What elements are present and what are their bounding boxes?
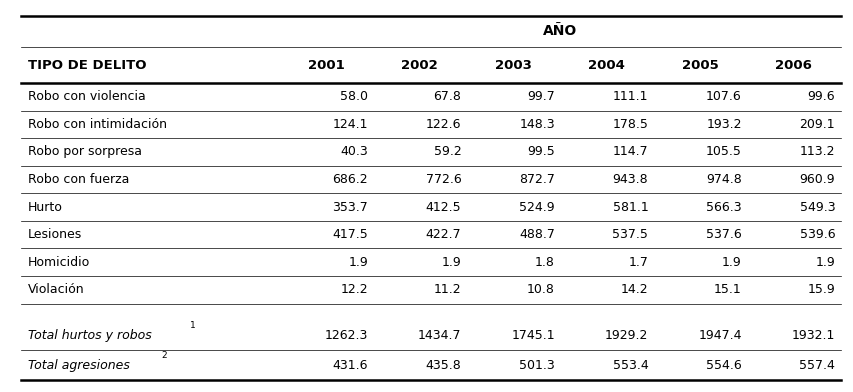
- Text: 10.8: 10.8: [526, 283, 554, 296]
- Text: 1.9: 1.9: [441, 256, 461, 269]
- Text: 412.5: 412.5: [426, 201, 461, 214]
- Text: 40.3: 40.3: [339, 145, 368, 158]
- Text: 566.3: 566.3: [705, 201, 741, 214]
- Text: 686.2: 686.2: [332, 173, 368, 186]
- Text: 872.7: 872.7: [519, 173, 554, 186]
- Text: Homicidio: Homicidio: [28, 256, 90, 269]
- Text: 114.7: 114.7: [612, 145, 647, 158]
- Text: 772.6: 772.6: [425, 173, 461, 186]
- Text: 12.2: 12.2: [339, 283, 368, 296]
- Text: 2006: 2006: [775, 58, 811, 71]
- Text: 1.9: 1.9: [721, 256, 741, 269]
- Text: 1.7: 1.7: [628, 256, 647, 269]
- Text: TIPO DE DELITO: TIPO DE DELITO: [28, 58, 147, 71]
- Text: 431.6: 431.6: [332, 359, 368, 372]
- Text: 1: 1: [189, 321, 195, 330]
- Text: Lesiones: Lesiones: [28, 228, 83, 241]
- Text: 58.0: 58.0: [339, 90, 368, 103]
- Text: 15.1: 15.1: [713, 283, 741, 296]
- Text: 99.7: 99.7: [526, 90, 554, 103]
- Text: 537.6: 537.6: [705, 228, 741, 241]
- Text: 488.7: 488.7: [519, 228, 554, 241]
- Text: 15.9: 15.9: [807, 283, 834, 296]
- Text: 11.2: 11.2: [433, 283, 461, 296]
- Text: Robo por sorpresa: Robo por sorpresa: [28, 145, 142, 158]
- Text: 553.4: 553.4: [612, 359, 647, 372]
- Text: 2002: 2002: [401, 58, 438, 71]
- Text: 209.1: 209.1: [798, 118, 834, 131]
- Text: 1947.4: 1947.4: [698, 329, 741, 342]
- Text: 974.8: 974.8: [705, 173, 741, 186]
- Text: AÑO: AÑO: [543, 24, 577, 38]
- Text: 2005: 2005: [681, 58, 717, 71]
- Text: 59.2: 59.2: [433, 145, 461, 158]
- Text: 111.1: 111.1: [612, 90, 647, 103]
- Text: Violación: Violación: [28, 283, 84, 296]
- Text: 537.5: 537.5: [612, 228, 647, 241]
- Text: Robo con intimidación: Robo con intimidación: [28, 118, 167, 131]
- Text: 422.7: 422.7: [426, 228, 461, 241]
- Text: 1932.1: 1932.1: [791, 329, 834, 342]
- Text: 960.9: 960.9: [798, 173, 834, 186]
- Text: Hurto: Hurto: [28, 201, 63, 214]
- Text: 417.5: 417.5: [332, 228, 368, 241]
- Text: 113.2: 113.2: [798, 145, 834, 158]
- Text: 554.6: 554.6: [705, 359, 741, 372]
- Text: 539.6: 539.6: [798, 228, 834, 241]
- Text: 501.3: 501.3: [519, 359, 554, 372]
- Text: 1434.7: 1434.7: [417, 329, 461, 342]
- Text: 1745.1: 1745.1: [511, 329, 554, 342]
- Text: 353.7: 353.7: [332, 201, 368, 214]
- Text: 581.1: 581.1: [612, 201, 647, 214]
- Text: 524.9: 524.9: [519, 201, 554, 214]
- Text: 2001: 2001: [308, 58, 345, 71]
- Text: 67.8: 67.8: [433, 90, 461, 103]
- Text: 2004: 2004: [588, 58, 624, 71]
- Text: 122.6: 122.6: [426, 118, 461, 131]
- Text: 549.3: 549.3: [798, 201, 834, 214]
- Text: Robo con fuerza: Robo con fuerza: [28, 173, 130, 186]
- Text: 1.9: 1.9: [348, 256, 368, 269]
- Text: 1929.2: 1929.2: [604, 329, 647, 342]
- Text: 99.5: 99.5: [526, 145, 554, 158]
- Text: 107.6: 107.6: [705, 90, 741, 103]
- Text: 435.8: 435.8: [425, 359, 461, 372]
- Text: 557.4: 557.4: [798, 359, 834, 372]
- Text: 148.3: 148.3: [519, 118, 554, 131]
- Text: 1.8: 1.8: [534, 256, 554, 269]
- Text: 105.5: 105.5: [705, 145, 741, 158]
- Text: 2: 2: [161, 351, 167, 360]
- Text: 2003: 2003: [494, 58, 531, 71]
- Text: Total hurtos y robos: Total hurtos y robos: [28, 329, 152, 342]
- Text: 14.2: 14.2: [620, 283, 647, 296]
- Text: Total agresiones: Total agresiones: [28, 359, 130, 372]
- Text: 124.1: 124.1: [332, 118, 368, 131]
- Text: 943.8: 943.8: [612, 173, 647, 186]
- Text: 99.6: 99.6: [807, 90, 834, 103]
- Text: 193.2: 193.2: [705, 118, 741, 131]
- Text: 1.9: 1.9: [815, 256, 834, 269]
- Text: 178.5: 178.5: [612, 118, 647, 131]
- Text: Robo con violencia: Robo con violencia: [28, 90, 146, 103]
- Text: 1262.3: 1262.3: [324, 329, 368, 342]
